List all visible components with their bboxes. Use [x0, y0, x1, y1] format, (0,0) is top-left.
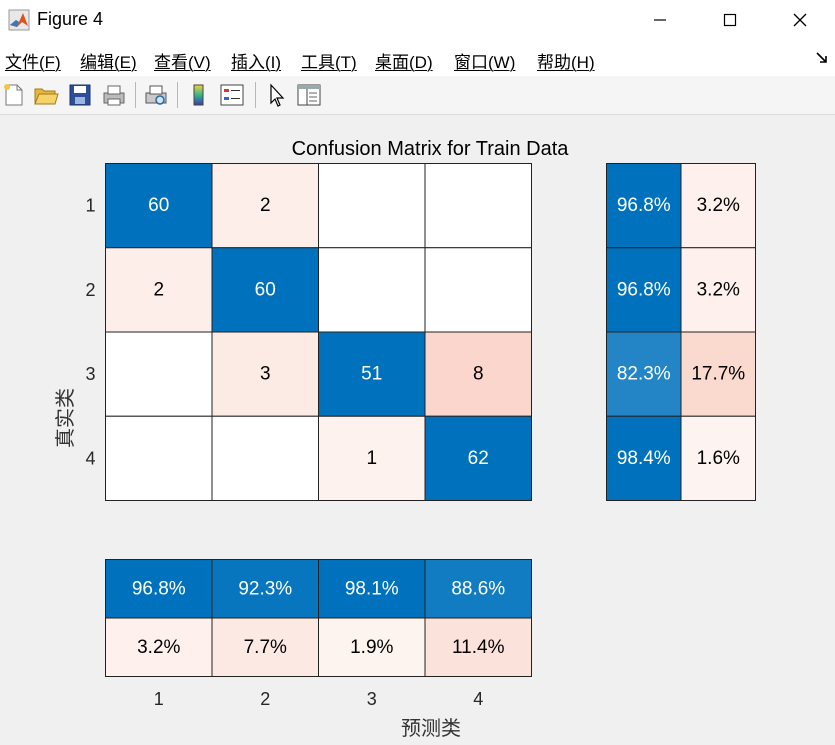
print-icon[interactable] — [100, 81, 128, 109]
row-summary-incorrect-value: 3.2% — [697, 279, 740, 300]
column-summary-incorrect-cell — [211, 617, 319, 677]
column-tick-label: 1 — [154, 689, 164, 709]
menu-tools[interactable]: 工具(T) — [301, 53, 357, 72]
matrix-cell-value: 60 — [255, 279, 276, 300]
column-summary-incorrect-value: 3.2% — [137, 637, 180, 658]
x-axis-label: 预测类 — [401, 717, 461, 740]
dock-arrow-icon[interactable] — [815, 51, 829, 65]
toolbar-separator — [177, 82, 178, 108]
column-summary-correct-cell — [318, 559, 426, 619]
matrix-cell — [105, 247, 213, 333]
row-summary-incorrect-value: 17.7% — [691, 364, 745, 385]
matrix-cell-value: 8 — [473, 364, 484, 385]
column-summary-correct-value: 98.1% — [345, 578, 399, 599]
save-icon[interactable] — [66, 81, 94, 109]
matrix-cell — [424, 415, 532, 501]
row-summary-correct-cell — [606, 247, 682, 333]
row-tick-label: 2 — [85, 280, 95, 300]
matrix-cell — [424, 331, 532, 417]
menu-edit[interactable]: 编辑(E) — [80, 53, 137, 72]
maximize-button[interactable] — [695, 0, 765, 40]
matrix-cell — [318, 415, 426, 501]
row-summary-incorrect-cell — [680, 415, 756, 501]
y-axis-label: 真实类 — [54, 388, 77, 448]
column-summary-correct-cell — [424, 559, 532, 619]
column-summary-correct-value: 96.8% — [132, 578, 186, 599]
matrix-cell — [211, 415, 319, 501]
colorbar-icon[interactable] — [185, 81, 213, 109]
column-tick-label: 2 — [260, 689, 270, 709]
toolbar — [0, 76, 835, 115]
menu-bar: 文件(F) 编辑(E) 查看(V) 插入(I) 工具(T) 桌面(D) 窗口(W… — [0, 40, 835, 76]
column-summary-incorrect-value: 1.9% — [350, 637, 393, 658]
column-summary-correct-cell — [105, 559, 213, 619]
row-summary-correct-cell — [606, 163, 682, 249]
matrix-cell-value: 3 — [260, 364, 271, 385]
matrix-cell-value: 62 — [468, 448, 489, 469]
minimize-icon — [654, 19, 666, 21]
matrix-cell-value: 2 — [153, 279, 164, 300]
row-summary-correct-value: 98.4% — [617, 448, 671, 469]
column-summary-correct-value: 88.6% — [451, 578, 505, 599]
menu-file[interactable]: 文件(F) — [5, 53, 61, 72]
toolbar-separator — [135, 82, 136, 108]
column-summary-incorrect-value: 11.4% — [452, 637, 505, 658]
menu-view[interactable]: 查看(V) — [154, 53, 211, 72]
menu-help[interactable]: 帮助(H) — [537, 53, 595, 72]
matrix-cell — [318, 163, 426, 249]
matrix-cell — [211, 247, 319, 333]
maximize-icon — [723, 13, 737, 27]
column-tick-label: 3 — [367, 689, 377, 709]
row-tick-label: 4 — [85, 448, 95, 468]
column-summary-incorrect-cell — [105, 617, 213, 677]
column-summary-incorrect-value: 7.7% — [244, 637, 287, 658]
legend-icon[interactable] — [218, 81, 246, 109]
row-summary-incorrect-cell — [680, 163, 756, 249]
matrix-cell — [424, 247, 532, 333]
row-tick-label: 1 — [85, 196, 95, 216]
matrix-cell-value: 51 — [361, 364, 382, 385]
menu-window[interactable]: 窗口(W) — [454, 53, 516, 72]
close-icon — [793, 13, 807, 27]
matrix-cell — [318, 331, 426, 417]
chart-title: Confusion Matrix for Train Data — [292, 138, 570, 160]
pointer-icon[interactable] — [263, 81, 291, 109]
toolbar-separator — [255, 82, 256, 108]
matrix-cell-value: 1 — [366, 448, 377, 469]
close-button[interactable] — [765, 0, 835, 40]
matrix-cell — [211, 331, 319, 417]
row-summary-incorrect-value: 3.2% — [697, 195, 740, 216]
open-file-icon[interactable] — [32, 81, 60, 109]
new-figure-icon[interactable] — [0, 81, 28, 109]
property-inspector-icon[interactable] — [295, 81, 323, 109]
title-bar: Figure 4 — [0, 0, 835, 40]
matlab-logo-icon — [8, 9, 30, 31]
matrix-cell-value: 2 — [260, 195, 271, 216]
column-summary-incorrect-cell — [424, 617, 532, 677]
matrix-cell — [105, 415, 213, 501]
window-title: Figure 4 — [37, 9, 104, 29]
matrix-cell-value: 60 — [148, 195, 169, 216]
minimize-button[interactable] — [625, 0, 695, 40]
menu-insert[interactable]: 插入(I) — [231, 53, 282, 72]
matrix-cell — [105, 163, 213, 249]
row-tick-label: 3 — [85, 364, 95, 384]
matrix-cell — [318, 247, 426, 333]
row-summary-incorrect-cell — [680, 247, 756, 333]
row-summary-correct-value: 96.8% — [617, 279, 671, 300]
row-summary-correct-value: 82.3% — [617, 364, 671, 385]
matrix-cell — [105, 331, 213, 417]
matrix-cell — [424, 163, 532, 249]
print-preview-icon[interactable] — [142, 81, 170, 109]
row-summary-incorrect-value: 1.6% — [697, 448, 740, 469]
matrix-cell — [211, 163, 319, 249]
column-tick-label: 4 — [473, 689, 483, 709]
row-summary-correct-value: 96.8% — [617, 195, 671, 216]
menu-desktop[interactable]: 桌面(D) — [375, 53, 433, 72]
column-summary-correct-value: 92.3% — [238, 578, 292, 599]
